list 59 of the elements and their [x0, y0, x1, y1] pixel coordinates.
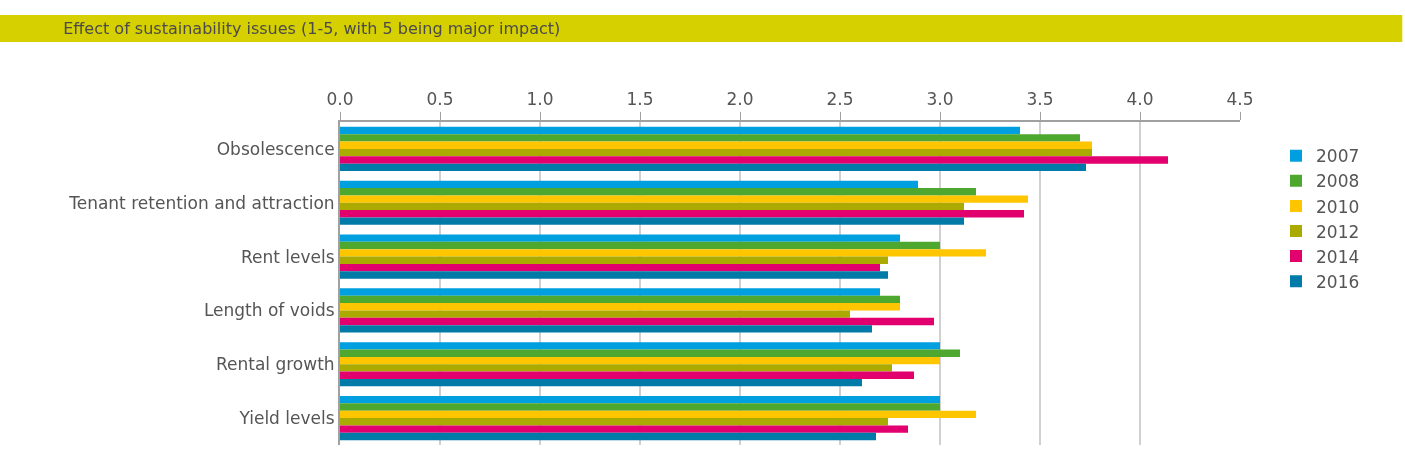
- bar: [340, 418, 888, 426]
- bar: [340, 425, 908, 433]
- x-tick-label: 3.0: [926, 89, 954, 110]
- bar: [340, 217, 964, 225]
- legend-label: 2007: [1316, 146, 1360, 167]
- chart-title: Effect of sustainability issues (1-5, with 5 being major impact): [63, 18, 561, 38]
- bar: [340, 134, 1080, 142]
- bar: [340, 126, 1020, 135]
- x-tick-label: 0.0: [326, 89, 354, 110]
- bar: [340, 180, 918, 189]
- legend-label: 2010: [1316, 196, 1360, 217]
- bar: [340, 349, 960, 357]
- bar: [340, 364, 892, 372]
- bar: [340, 325, 872, 333]
- bar: [340, 432, 876, 441]
- x-tick-label: 4.0: [1126, 89, 1154, 110]
- bar: [340, 303, 900, 311]
- y-tick-label: Rental growth: [215, 354, 335, 375]
- x-tick-label: 4.5: [1226, 89, 1254, 110]
- x-tick-label: 2.0: [726, 89, 754, 110]
- bar: [340, 249, 986, 257]
- bar: [340, 148, 1092, 157]
- legend-label: 2012: [1316, 221, 1360, 242]
- bar: [340, 288, 880, 296]
- bar: [340, 403, 940, 411]
- legend-label: 2014: [1316, 246, 1360, 267]
- y-tick-label: Obsolescence: [216, 138, 335, 159]
- bar: [340, 396, 940, 404]
- bar: [340, 317, 934, 326]
- legend-label: 2016: [1316, 271, 1360, 292]
- y-tick-label: Tenant retention and attraction: [68, 192, 335, 213]
- bar: [340, 342, 940, 350]
- bar: [340, 234, 900, 242]
- bar: [340, 378, 862, 387]
- bar: [340, 256, 888, 264]
- x-tick-label: 1.5: [626, 89, 654, 110]
- bar: [340, 202, 964, 211]
- legend-label: 2008: [1316, 171, 1360, 192]
- bar: [340, 271, 888, 279]
- bar: [340, 195, 1028, 203]
- bar: [340, 188, 976, 196]
- x-tick-label: 2.5: [826, 89, 854, 110]
- bar: [340, 156, 1168, 164]
- bar: [340, 371, 914, 379]
- x-tick-label: 1.0: [526, 89, 554, 110]
- bar: [340, 263, 880, 272]
- bar: [340, 295, 900, 304]
- bar: [340, 310, 850, 318]
- bar: [340, 210, 1024, 218]
- y-tick-label: Yield levels: [238, 408, 335, 429]
- y-tick-label: Rent levels: [240, 246, 335, 267]
- bar: [340, 141, 1092, 149]
- y-tick-label: Length of voids: [203, 300, 335, 321]
- bar: [340, 410, 976, 419]
- bar: [340, 163, 1086, 171]
- x-tick-label: 3.5: [1026, 89, 1054, 110]
- x-tick-label: 0.5: [426, 89, 454, 110]
- bar: [340, 241, 940, 250]
- bar: [340, 356, 940, 365]
